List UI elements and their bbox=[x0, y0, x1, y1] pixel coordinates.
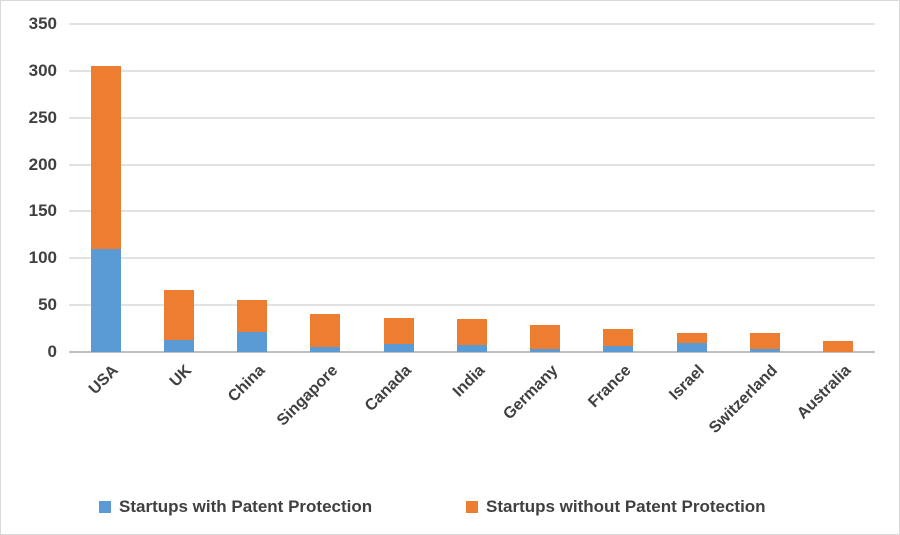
legend-label: Startups without Patent Protection bbox=[486, 497, 766, 516]
bar-segment bbox=[310, 347, 341, 352]
bar-segment bbox=[823, 340, 854, 352]
gridline-y-300 bbox=[69, 69, 875, 72]
bar-slot-switzerland bbox=[728, 24, 801, 352]
bar-segment bbox=[383, 318, 414, 344]
bar-stack-australia bbox=[823, 340, 854, 352]
y-tick-label: 350 bbox=[28, 14, 57, 33]
bar-stack-canada bbox=[383, 318, 414, 352]
legend-label: Startups with Patent Protection bbox=[119, 497, 373, 516]
x-tick-label: Canada bbox=[361, 362, 415, 415]
y-tick-label: 50 bbox=[38, 295, 57, 315]
bar-stack-france bbox=[603, 328, 634, 352]
bar-segment bbox=[90, 248, 121, 352]
bar-segment bbox=[456, 319, 487, 345]
bar-slot-india bbox=[435, 24, 508, 352]
y-tick-label: 150 bbox=[28, 201, 57, 221]
bar-stack-china bbox=[237, 300, 268, 352]
gridline-y-50 bbox=[69, 304, 875, 307]
bar-stack-singapore bbox=[310, 313, 341, 352]
legend-entry: Startups without Patent Protection bbox=[466, 495, 766, 519]
bar-segment bbox=[90, 66, 121, 249]
bar-segment bbox=[383, 343, 414, 352]
x-axis-tick-labels: USA UK China Singapore Canada India Germany Fra… bbox=[69, 352, 875, 472]
bar-segment bbox=[237, 300, 268, 333]
bars-layer bbox=[69, 24, 875, 352]
bar-slot-singapore bbox=[289, 24, 362, 352]
gridline-y-150 bbox=[69, 210, 875, 213]
bar-slot-france bbox=[582, 24, 655, 352]
legend-entry: Startups with Patent Protection bbox=[99, 495, 372, 519]
legend-swatch-icon bbox=[99, 501, 111, 513]
x-tick-label: Australia bbox=[793, 362, 855, 423]
bar-segment bbox=[750, 349, 781, 352]
bar-segment bbox=[456, 344, 487, 352]
x-tick-label: France bbox=[585, 362, 635, 412]
x-tick-label: Switzerland bbox=[706, 362, 782, 437]
bar-segment bbox=[530, 349, 561, 352]
bar-segment bbox=[163, 339, 194, 352]
legend-swatch-icon bbox=[466, 501, 478, 513]
bar-segment bbox=[310, 313, 341, 348]
bar-stack-usa bbox=[90, 66, 121, 352]
gridline-y-250 bbox=[69, 116, 875, 119]
y-tick-label: 250 bbox=[28, 107, 57, 127]
bar-slot-uk bbox=[142, 24, 215, 352]
bar-stack-india bbox=[456, 319, 487, 352]
bar-segment bbox=[530, 324, 561, 350]
bar-slot-canada bbox=[362, 24, 435, 352]
bar-stack-uk bbox=[163, 290, 194, 352]
y-tick-label: 300 bbox=[28, 60, 57, 80]
y-tick-label: 0 bbox=[47, 342, 57, 361]
y-tick-label: 200 bbox=[28, 154, 57, 174]
bar-slot-germany bbox=[509, 24, 582, 352]
bar-segment bbox=[750, 333, 781, 350]
x-tick-label: Germany bbox=[500, 362, 562, 424]
chart-legend: Startups with Patent Protection Startups … bbox=[1, 495, 899, 525]
y-tick-label: 100 bbox=[28, 248, 57, 268]
x-tick-label: Israel bbox=[666, 362, 708, 404]
gridline-y-100 bbox=[69, 257, 875, 260]
gridline-y-200 bbox=[69, 163, 875, 166]
x-axis-line bbox=[69, 351, 875, 353]
plot-area bbox=[69, 23, 875, 353]
bar-segment bbox=[603, 346, 634, 352]
bar-slot-australia bbox=[802, 24, 875, 352]
bar-slot-israel bbox=[655, 24, 728, 352]
bar-segment bbox=[237, 332, 268, 352]
y-axis-tick-labels: 0 50 100 150 200 250 300 350 bbox=[1, 14, 57, 361]
bar-slot-china bbox=[216, 24, 289, 352]
bar-stack-israel bbox=[676, 333, 707, 352]
x-tick-label: UK bbox=[166, 362, 195, 391]
x-tick-label: India bbox=[449, 362, 489, 401]
x-tick-label: Singapore bbox=[274, 362, 342, 430]
bar-stack-switzerland bbox=[750, 333, 781, 352]
x-tick-label: USA bbox=[85, 362, 122, 398]
bar-slot-usa bbox=[69, 24, 142, 352]
x-tick-label: China bbox=[224, 362, 269, 406]
bar-segment bbox=[603, 328, 634, 347]
bar-segment bbox=[163, 290, 194, 340]
bar-segment bbox=[676, 342, 707, 352]
gridline-y-350 bbox=[69, 23, 875, 25]
bar-segment bbox=[676, 333, 707, 343]
bar-stack-germany bbox=[530, 324, 561, 352]
